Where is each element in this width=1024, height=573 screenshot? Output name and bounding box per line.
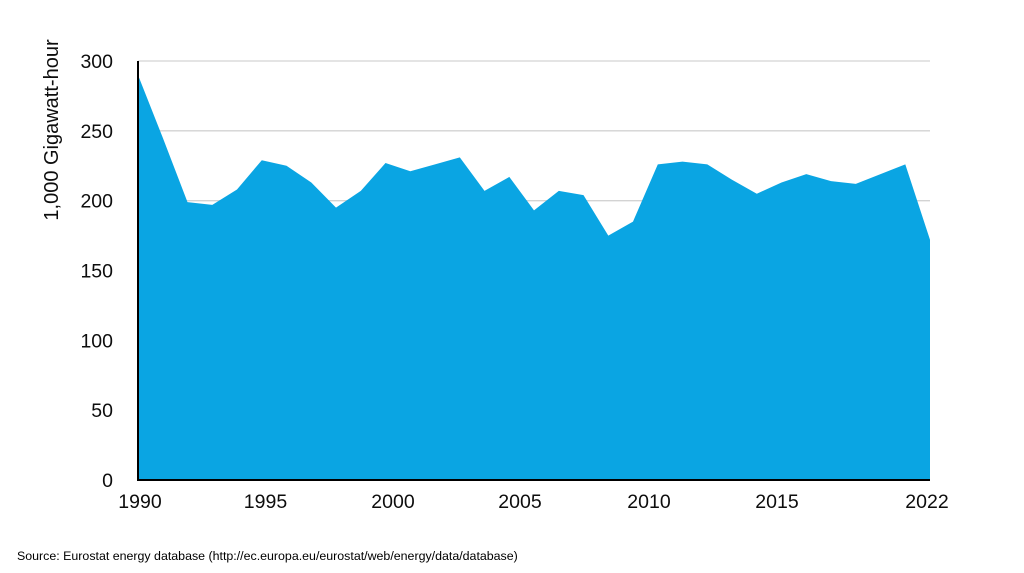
y-tick-label: 300 <box>80 51 113 73</box>
source-note: Source: Eurostat energy database (http:/… <box>17 549 518 563</box>
x-tick-label: 2005 <box>498 491 542 513</box>
x-tick-label: 1995 <box>244 491 288 513</box>
x-tick-label: 2022 <box>905 491 948 513</box>
x-tick-label: 2010 <box>627 491 671 513</box>
x-tick-label: 1990 <box>118 491 162 513</box>
y-tick-label: 150 <box>80 261 113 283</box>
y-axis-title: 1,000 Gigawatt-hour <box>41 39 63 221</box>
y-tick-label: 0 <box>102 470 113 492</box>
y-tick-labels: 0 50 100 150 200 250 300 <box>80 51 113 492</box>
x-tick-labels: 1990 1995 2000 2005 2010 2015 2022 <box>118 491 948 513</box>
y-tick-label: 100 <box>80 330 113 352</box>
y-tick-label: 50 <box>91 400 113 422</box>
x-tick-label: 2015 <box>755 491 799 513</box>
y-tick-label: 250 <box>80 121 113 143</box>
y-tick-label: 200 <box>80 191 113 213</box>
area-series <box>138 75 930 480</box>
x-tick-label: 2000 <box>371 491 415 513</box>
